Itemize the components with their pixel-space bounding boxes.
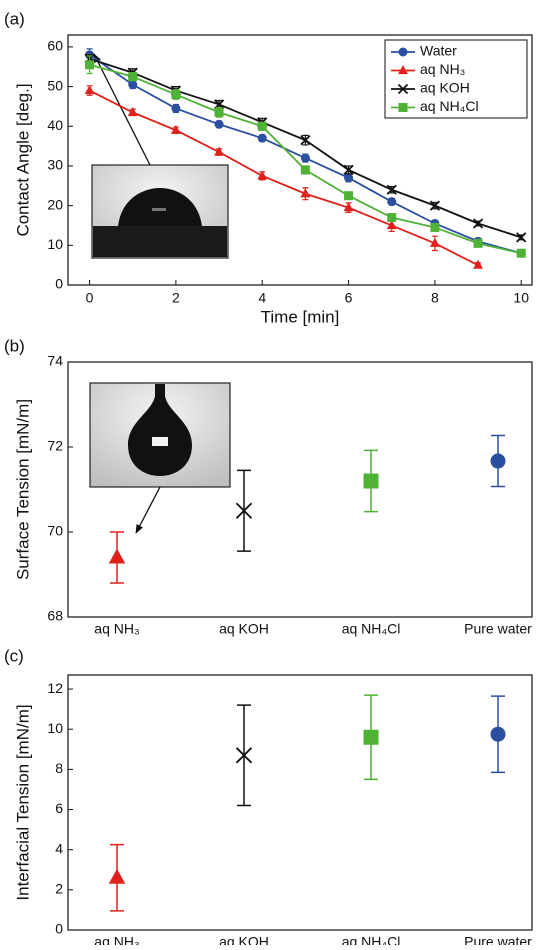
x-tick-label: aq NH₄Cl (342, 621, 401, 637)
y-tick-label: 70 (47, 523, 63, 539)
y-tick-label: 72 (47, 438, 63, 454)
marker-x (429, 200, 441, 211)
marker-triangle (84, 85, 95, 95)
legend-label: aq KOH (420, 80, 470, 96)
marker-square (363, 729, 379, 745)
legend-label: aq NH₄Cl (420, 98, 479, 114)
marker-triangle (257, 170, 268, 180)
marker-x (397, 83, 409, 95)
marker-circle (490, 726, 506, 742)
marker-circle (300, 153, 310, 163)
x-axis-label: Time [min] (261, 307, 340, 326)
marker-circle (344, 173, 354, 183)
x-tick-label: 6 (345, 290, 353, 306)
y-tick-label: 4 (55, 840, 63, 856)
x-tick-label: 10 (513, 290, 529, 306)
x-tick-label: aq NH₃ (94, 934, 139, 945)
marker-square (214, 107, 224, 117)
marker-square (257, 121, 267, 131)
x-tick-label: Pure water (464, 934, 532, 945)
marker-triangle (473, 259, 483, 269)
marker-x (300, 135, 311, 146)
y-axis-label: Surface Tension [mN/m] (13, 399, 32, 580)
y-tick-label: 6 (55, 800, 63, 816)
plot-frame (67, 34, 533, 286)
marker-circle (171, 103, 181, 113)
y-tick-label: 10 (47, 236, 63, 252)
y-tick-label: 60 (47, 38, 63, 54)
marker-square (398, 103, 408, 112)
x-tick-label: Pure water (464, 621, 532, 637)
marker-square (473, 238, 483, 248)
legend-label: Water (420, 43, 457, 59)
y-tick-label: 30 (47, 157, 63, 173)
panel-label: (a) (4, 9, 25, 28)
marker-circle (490, 453, 506, 469)
marker-x (343, 164, 354, 176)
plot-frame (67, 674, 533, 931)
y-axis-label: Interfacial Tension [mN/m] (13, 704, 32, 900)
y-tick-label: 0 (55, 921, 63, 937)
marker-square (128, 72, 138, 82)
series-line (89, 89, 479, 266)
x-tick-label: aq KOH (219, 621, 269, 637)
marker-circle (257, 133, 267, 143)
marker-triangle (300, 188, 311, 198)
y-tick-label: 68 (47, 608, 63, 624)
marker-triangle (214, 146, 225, 156)
marker-square (85, 60, 95, 70)
y-tick-label: 50 (47, 77, 63, 93)
y-tick-label: 20 (47, 196, 63, 212)
marker-circle (398, 47, 408, 57)
x-tick-label: 8 (431, 290, 439, 306)
x-tick-label: aq NH₄Cl (342, 934, 401, 945)
marker-circle (387, 197, 397, 207)
inset-pendant-drop-image (89, 382, 231, 534)
x-tick-label: 0 (86, 290, 94, 306)
marker-triangle (343, 202, 354, 212)
marker-triangle (429, 237, 440, 247)
marker-triangle (127, 106, 138, 116)
x-tick-label: aq KOH (219, 934, 269, 945)
marker-square (387, 213, 397, 223)
marker-x (235, 502, 253, 519)
marker-square (344, 191, 354, 201)
x-tick-label: 2 (172, 290, 180, 306)
y-tick-label: 2 (55, 881, 63, 897)
marker-triangle (108, 548, 126, 564)
marker-x (472, 218, 484, 229)
y-tick-label: 8 (55, 760, 63, 776)
y-axis-label: Contact Angle [deg.] (13, 83, 32, 236)
marker-square (363, 473, 379, 489)
y-tick-label: 10 (47, 720, 63, 736)
plot-frame (67, 361, 533, 618)
marker-x (516, 232, 527, 243)
marker-x (386, 184, 397, 195)
marker-triangle (398, 65, 408, 75)
marker-square (430, 222, 440, 232)
marker-x (235, 747, 253, 764)
marker-square (171, 90, 181, 100)
inset-drop-image (91, 53, 229, 259)
y-tick-label: 0 (55, 276, 63, 292)
y-tick-label: 12 (47, 680, 63, 696)
legend-label: aq NH₃ (420, 61, 465, 77)
marker-circle (128, 80, 138, 90)
x-tick-label: 4 (258, 290, 266, 306)
marker-circle (214, 119, 224, 129)
marker-square (516, 248, 526, 258)
y-tick-label: 74 (47, 353, 63, 369)
panel-label: (b) (4, 336, 25, 355)
marker-square (300, 165, 310, 175)
x-tick-label: aq NH₃ (94, 621, 139, 637)
marker-triangle (386, 220, 397, 230)
marker-triangle (170, 124, 181, 134)
marker-triangle (108, 868, 126, 884)
y-tick-label: 40 (47, 117, 63, 133)
panel-label: (c) (4, 646, 24, 665)
legend-box (384, 39, 528, 119)
